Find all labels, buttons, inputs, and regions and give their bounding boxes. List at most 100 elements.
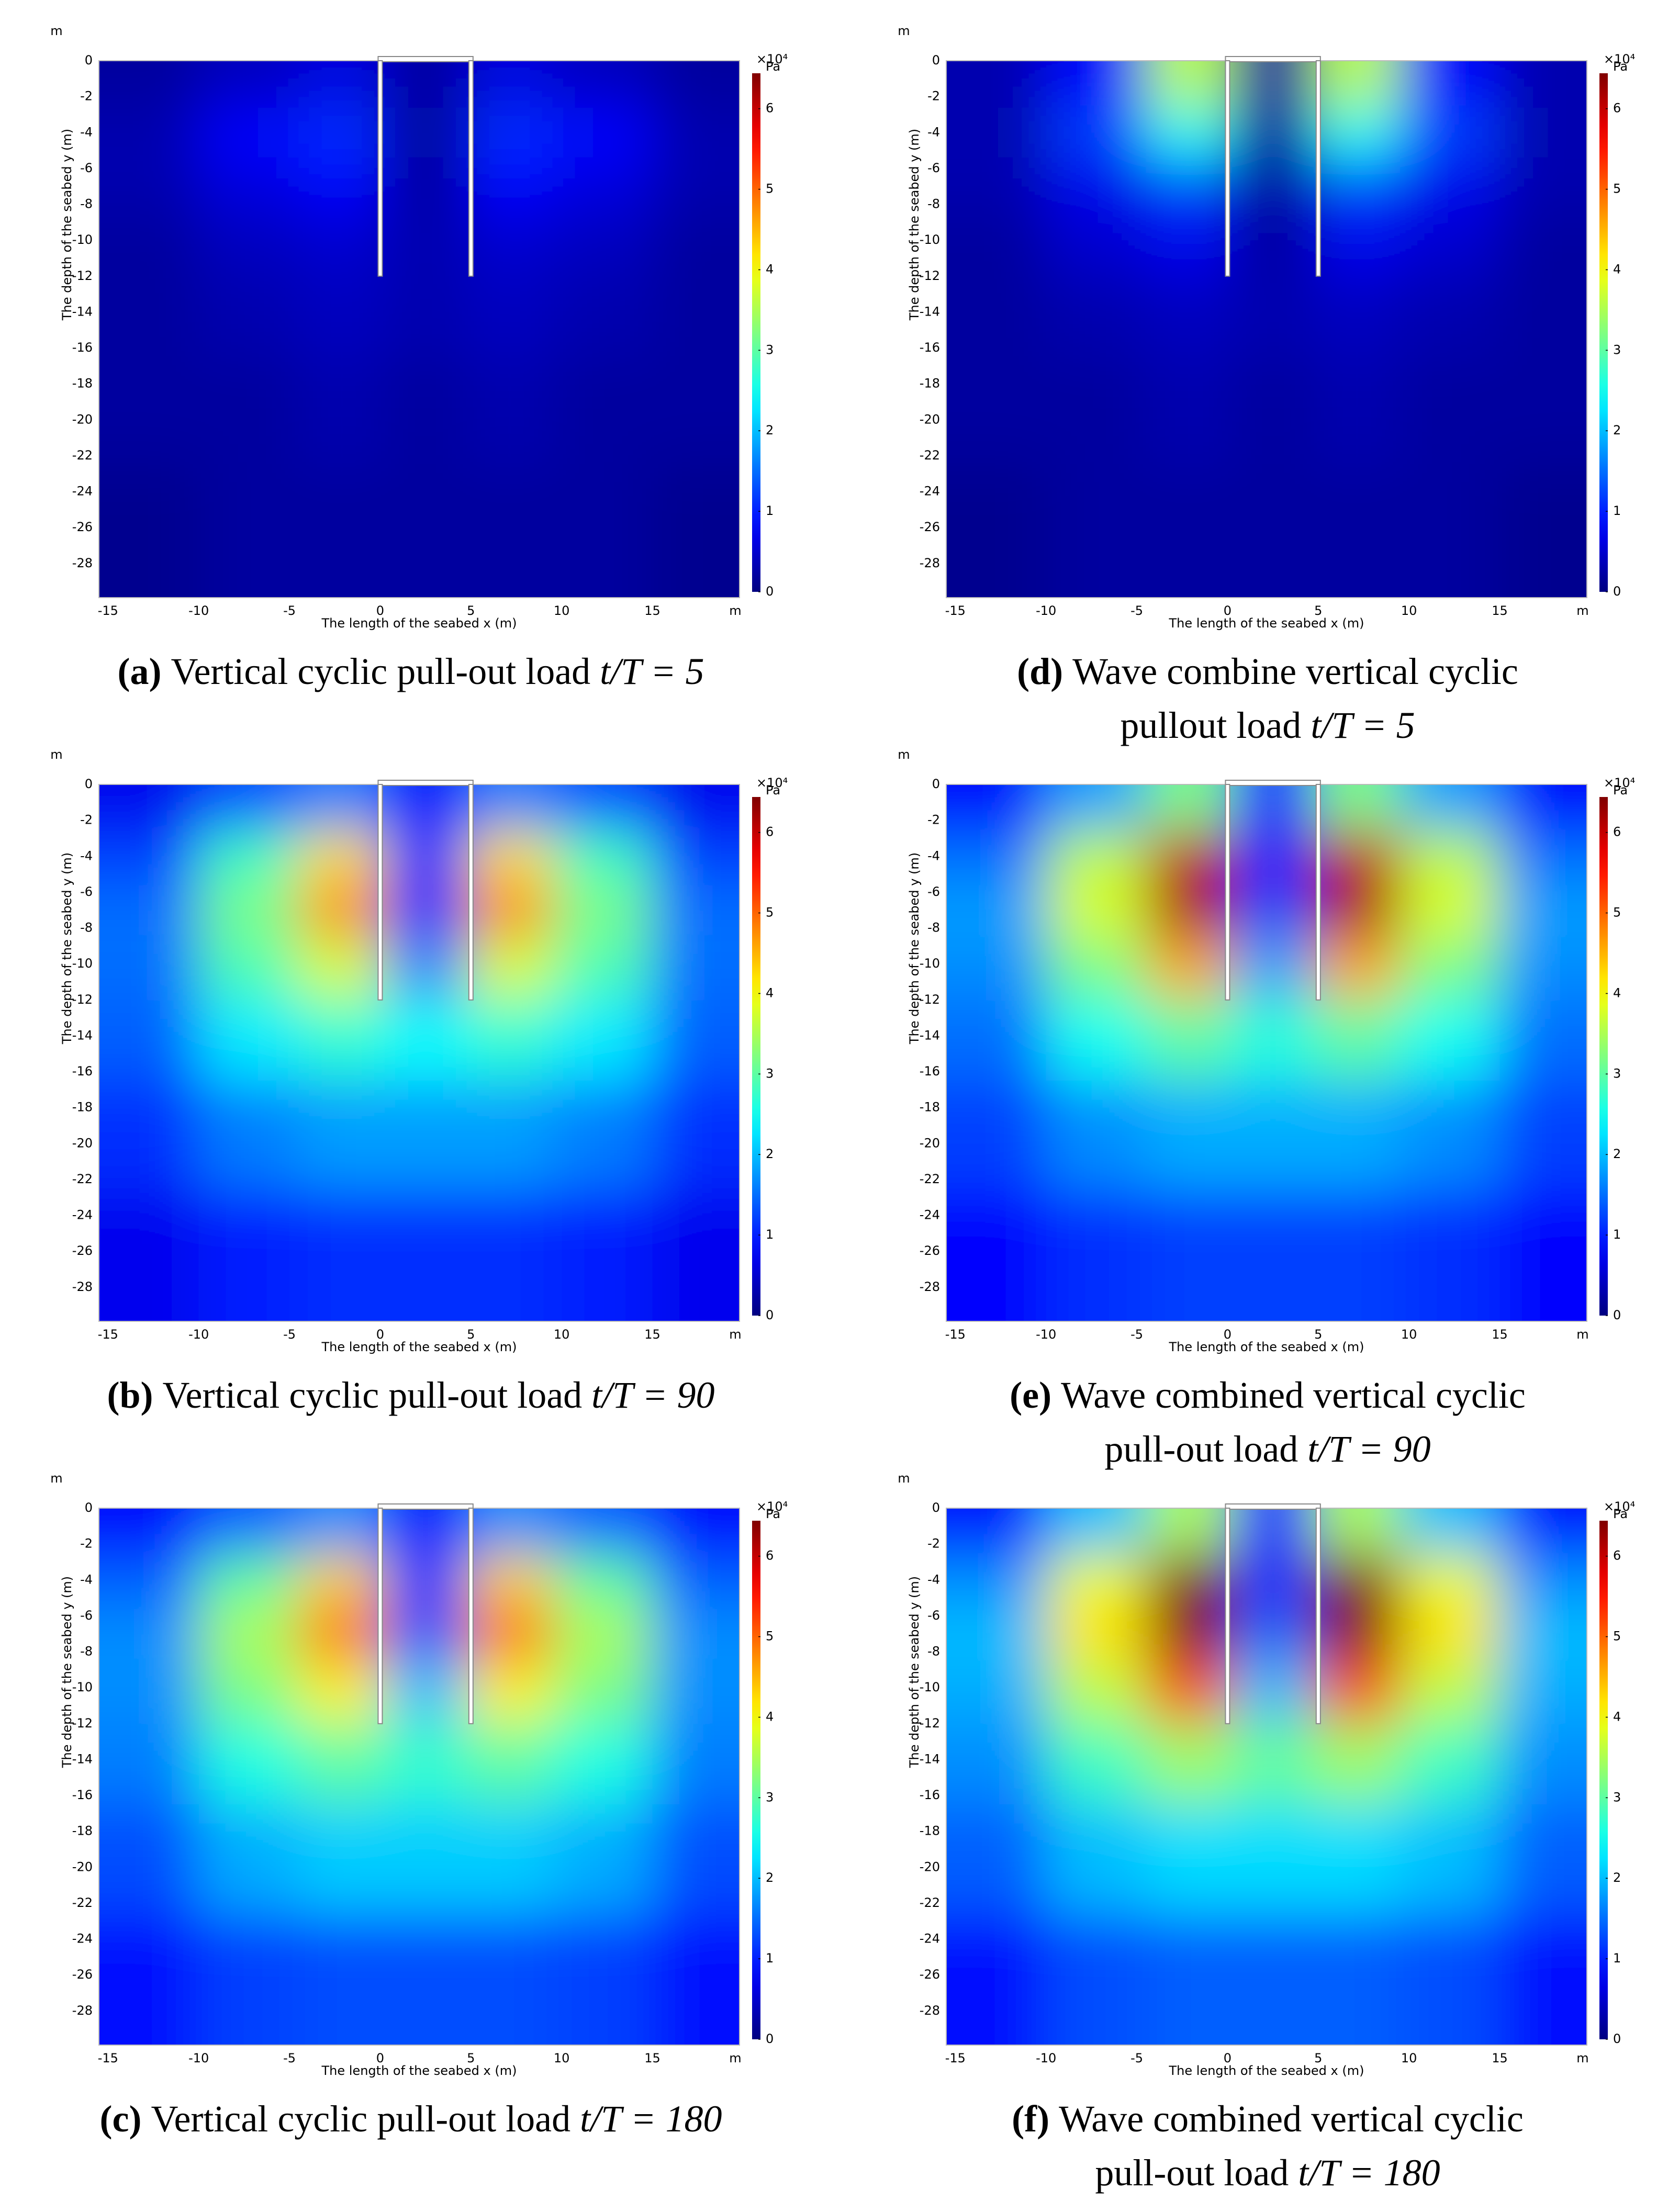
caption-text: Wave combined vertical cyclic — [1061, 1374, 1526, 1416]
heat-cell — [198, 1660, 299, 1724]
x-tick-label: 10 — [1401, 1327, 1417, 1342]
y-tick-label: -24 — [72, 1208, 93, 1222]
y-tick-label: -6 — [80, 1608, 93, 1623]
heat-cell — [99, 1912, 199, 2045]
heat-cell — [552, 465, 653, 598]
heat-cell — [1499, 784, 1587, 830]
x-tick-label: 5 — [1314, 2051, 1322, 2065]
heat-cell — [652, 159, 740, 214]
caption-text: Vertical cyclic pull-out load — [151, 2098, 570, 2140]
heat-cell — [1314, 1660, 1401, 1724]
heat-cell — [1046, 1553, 1147, 1608]
pile-cap — [377, 1503, 474, 1510]
y-tick-label: -22 — [72, 1172, 93, 1186]
heat-cell — [1499, 883, 1587, 938]
heat-cell — [298, 276, 386, 358]
x-tick-label: -5 — [1130, 2051, 1143, 2065]
y-tick-label: -8 — [927, 197, 940, 211]
heat-cell — [652, 784, 740, 830]
y-tick-label: -18 — [920, 1824, 940, 1838]
y-tick-label: -4 — [927, 125, 940, 139]
x-axis-label: The length of the seabed x (m) — [321, 1340, 517, 1354]
colorbar-tick-label: 3 — [766, 1066, 774, 1081]
x-tick-label: -5 — [283, 2051, 296, 2065]
caption-text: pull-out load — [1095, 2152, 1289, 2194]
heat-cell — [1499, 1553, 1587, 1608]
y-tick-label: -26 — [920, 520, 940, 534]
heat-cell — [1232, 1081, 1315, 1189]
heat-cell — [1499, 1508, 1587, 1554]
x-tick-label: 0 — [1224, 603, 1231, 618]
y-tick-label: -2 — [927, 1536, 940, 1551]
heat-cell — [1499, 1804, 1587, 1913]
heat-cell — [652, 213, 740, 277]
x-axis-label: The length of the seabed x (m) — [321, 2063, 517, 2078]
caption-text: Wave combined vertical cyclic — [1059, 2098, 1524, 2140]
heat-cell — [385, 784, 467, 830]
heat-cell — [466, 784, 553, 830]
x-unit: m — [729, 2051, 741, 2065]
caption-math: t/T = 180 — [1298, 2152, 1440, 2194]
y-tick-label: -26 — [920, 1243, 940, 1258]
colorbar-tick-label: 3 — [1613, 342, 1621, 357]
y-tick-label: -24 — [72, 484, 93, 499]
heat-cell — [1314, 937, 1401, 1001]
x-tick-label: 0 — [1224, 2051, 1231, 2065]
heat-cell — [1046, 213, 1147, 277]
y-tick-label: -8 — [80, 197, 93, 211]
x-tick-label: -15 — [98, 2051, 118, 2065]
heat-cell — [1046, 61, 1147, 106]
heat-cell — [1400, 1188, 1501, 1321]
y-tick-label: -10 — [920, 1680, 940, 1694]
x-tick-label: -15 — [945, 2051, 966, 2065]
heat-cell — [99, 465, 199, 598]
heat-cell — [1146, 1508, 1233, 1554]
heat-cell — [385, 1660, 467, 1724]
heat-cell — [946, 465, 1047, 598]
y-tick-label: -14 — [72, 1028, 93, 1042]
y-axis-label: The depth of the seabed y (m) — [60, 852, 74, 1045]
pile-wall — [468, 784, 474, 1001]
heat-cell — [552, 1912, 653, 2045]
heat-cell — [1046, 276, 1147, 358]
heat-cell — [1400, 213, 1501, 277]
heat-cell — [1232, 883, 1315, 938]
heat-cell — [1400, 1804, 1501, 1913]
heat-cell — [1232, 61, 1315, 106]
heat-cell — [198, 61, 299, 106]
y-tick-label: -10 — [72, 956, 93, 971]
x-tick-label: 10 — [554, 603, 570, 618]
heat-cell — [298, 61, 386, 106]
y-tick-label: -12 — [920, 268, 940, 283]
heat-cell — [99, 1660, 199, 1724]
caption: (e) Wave combined vertical cyclic — [1010, 1374, 1526, 1416]
y-tick-label: -18 — [72, 1824, 93, 1838]
heat-cell — [1046, 1081, 1147, 1189]
heat-cell — [1400, 784, 1501, 830]
heat-cell — [552, 1000, 653, 1082]
heat-cell — [1046, 1804, 1147, 1913]
heat-cell — [1146, 159, 1233, 214]
heat-cell — [466, 1804, 553, 1913]
y-tick-label: 0 — [85, 1500, 93, 1515]
heat-cell — [298, 829, 386, 884]
heat-cell — [198, 105, 299, 160]
heat-cell — [298, 1607, 386, 1661]
heat-cell — [1499, 105, 1587, 160]
heat-cell — [1499, 1660, 1587, 1724]
heat-cell — [1146, 1081, 1233, 1189]
heat-cell — [1314, 829, 1401, 884]
heat-cell — [652, 276, 740, 358]
colorbar — [752, 1521, 760, 2039]
heat-cell — [198, 357, 299, 466]
heat-cell — [1232, 1660, 1315, 1724]
heat-cell — [1400, 465, 1501, 598]
heat-cell — [99, 1723, 199, 1805]
heat-cell — [552, 159, 653, 214]
colorbar-tick-label: 5 — [766, 182, 774, 196]
heat-cell — [652, 1660, 740, 1724]
heat-cell — [198, 213, 299, 277]
heat-cell — [298, 1000, 386, 1082]
y-tick-label: -24 — [920, 484, 940, 499]
caption-math: t/T = 180 — [580, 2098, 722, 2140]
